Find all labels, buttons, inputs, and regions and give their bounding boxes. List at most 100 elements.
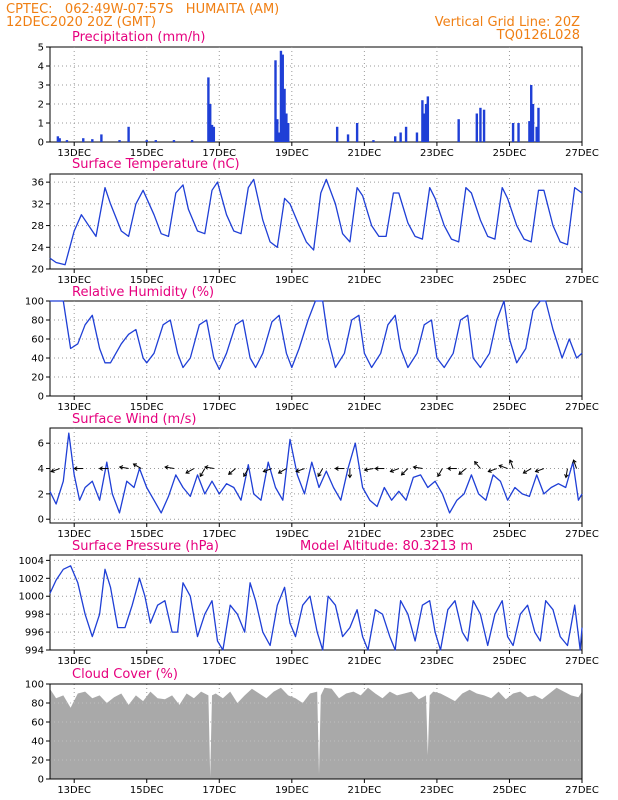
wind-arrow-shaft [523, 468, 532, 474]
pressure-xtick-label: 23DEC [420, 656, 454, 667]
cloud-xtick-label: 23DEC [420, 785, 454, 796]
wind-arrow-head [118, 465, 124, 470]
pressure-ytick-label: 998 [25, 610, 44, 621]
cloud-title: Cloud Cover (%) [72, 667, 178, 682]
precip-xtick-label: 17DEC [202, 148, 236, 159]
wind-arrow-shaft [295, 468, 305, 473]
precip-bar [212, 126, 216, 142]
cloud-ytick-label: 60 [31, 718, 44, 729]
cloud-xtick-label: 15DEC [130, 785, 164, 796]
wind-arrow [498, 464, 508, 470]
humidity-ytick-label: 0 [38, 392, 44, 403]
precip-bar [423, 113, 426, 142]
wind-arrow [458, 468, 467, 475]
wind-arrow [132, 463, 142, 469]
wind-arrow [243, 468, 249, 478]
precip-xtick-label: 25DEC [493, 148, 527, 159]
precip-ytick-label: 1 [38, 119, 44, 130]
pressure-ytick-label: 996 [25, 628, 44, 639]
precip-bar [393, 136, 397, 142]
wind-arrow-head [227, 470, 233, 475]
humidity-title: Relative Humidity (%) [72, 285, 214, 300]
humidity-xtick-label: 23DEC [420, 402, 454, 413]
wind-ytick-label: 2 [38, 489, 44, 500]
wind-arrow-head [295, 468, 300, 473]
precip-ytick-label: 3 [38, 81, 44, 92]
precip-bar [210, 124, 214, 142]
temp-xtick-label: 15DEC [130, 275, 164, 286]
wind-arrow [50, 468, 60, 473]
wind-arrow-shaft [488, 468, 497, 473]
wind-arrow [400, 468, 409, 476]
temp-ytick-label: 24 [31, 243, 44, 254]
humidity-xtick-label: 21DEC [348, 402, 382, 413]
wind-arrow [204, 465, 214, 470]
precip-bar [285, 113, 288, 142]
wind-arrow-shaft [509, 459, 514, 469]
pressure-line [49, 565, 583, 651]
humidity-ytick-label: 40 [31, 354, 44, 365]
wind-arrow-head [572, 459, 577, 464]
wind-arrow-head [446, 466, 452, 471]
wind-arrow [522, 468, 532, 474]
cloud-xtick-label: 19DEC [275, 785, 309, 796]
temp-xtick-label: 27DEC [565, 275, 599, 286]
temp-xtick-label: 25DEC [493, 275, 527, 286]
header-init-time: 12DEC2020 20Z (GMT) [6, 15, 156, 30]
wind-arrow-shaft [458, 468, 467, 475]
temp-xtick-label: 23DEC [420, 275, 454, 286]
precip-bar [145, 140, 148, 142]
wind-arrow [508, 459, 514, 469]
temp-xtick-label: 19DEC [275, 275, 309, 286]
wind-arrow-head [437, 472, 442, 478]
wind-arrow [363, 467, 374, 472]
wind-arrow-shaft [204, 466, 214, 470]
precip-bar [100, 134, 103, 142]
panels: Precipitation (mm/h) 0 1 2 3 4 5 13DEC 15DEC 17DE… [19, 30, 599, 796]
wind-arrow [412, 465, 423, 470]
cloud-xtick-label: 21DEC [348, 785, 382, 796]
cloud-area [49, 687, 582, 779]
pressure-xtick-label: 19DEC [275, 656, 309, 667]
precip-bar [530, 85, 533, 142]
wind-arrow-shaft [164, 466, 175, 470]
precip-bar [415, 132, 419, 142]
wind-arrow-shaft [317, 468, 324, 477]
pressure-ytick-label: 1000 [19, 592, 44, 603]
precip-xtick-label: 27DEC [565, 148, 599, 159]
wind-arrow-shaft [51, 468, 60, 473]
wind-ytick-label: 0 [38, 515, 44, 526]
pressure-ytick-label: 994 [25, 646, 44, 657]
wind-arrow-shaft [535, 468, 545, 473]
wind-arrow-head [277, 469, 283, 474]
humidity-xtick-label: 17DEC [202, 402, 236, 413]
wind-ytick-label: 6 [38, 439, 44, 450]
precip-ytick-label: 5 [38, 43, 44, 54]
pressure-xtick-label: 21DEC [348, 656, 382, 667]
pressure-ytick-label: 1002 [19, 574, 44, 585]
wind-arrow-head [50, 468, 55, 473]
wind-arrow-shaft [119, 466, 129, 470]
wind-arrow [227, 468, 236, 475]
wind-arrow-head [522, 469, 527, 474]
wind-arrow [164, 465, 175, 470]
humidity-ytick-label: 100 [25, 297, 44, 308]
temp-xtick-label: 13DEC [57, 275, 91, 286]
temp-xtick-label: 17DEC [202, 275, 236, 286]
precip-bar [127, 126, 130, 142]
precip-bar [399, 132, 402, 142]
precip-xtick-label: 23DEC [420, 148, 454, 159]
wind-arrow-head [508, 459, 514, 464]
wind-frame [49, 427, 583, 524]
humidity-xtick-label: 19DEC [275, 402, 309, 413]
pressure-panel: Surface Pressure (hPa) Model Altitude: 80… [19, 539, 599, 667]
cloud-ytick-label: 20 [31, 756, 44, 767]
wind-arrow-head [204, 465, 209, 470]
precip-bar [118, 140, 121, 142]
wind-arrow-head [164, 465, 169, 470]
precip-ytick-label: 2 [38, 100, 44, 111]
cloud-panel: Cloud Cover (%) 0 20 40 60 80 100 13DEC 15DEC 17D… [25, 667, 599, 796]
wind-arrow-shaft [390, 468, 399, 473]
wind-xtick-label: 17DEC [202, 529, 236, 540]
